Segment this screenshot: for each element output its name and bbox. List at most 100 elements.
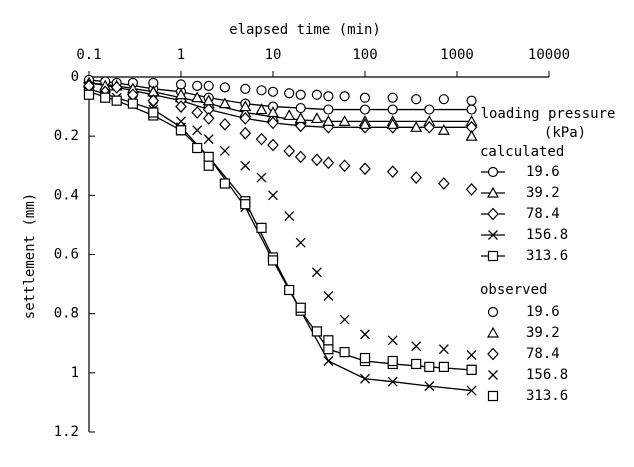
marker (191, 106, 204, 119)
x-tick-label: 10 (265, 47, 282, 63)
marker (411, 94, 422, 105)
x-tick-label: 1000 (440, 47, 474, 63)
marker (256, 85, 267, 96)
legend-label: 19.6 (526, 164, 560, 180)
marker (202, 94, 215, 106)
marker (323, 290, 334, 301)
marker (323, 356, 334, 366)
marker (338, 115, 351, 126)
legend-group-label: calculated (480, 144, 564, 160)
x-tick-label: 0.1 (76, 47, 101, 63)
marker (295, 102, 306, 114)
legend-marker (486, 186, 500, 198)
marker (294, 119, 307, 133)
legend-label: 313.6 (526, 248, 568, 264)
marker (424, 361, 435, 373)
marker (358, 118, 372, 129)
marker (148, 107, 159, 118)
marker (387, 104, 398, 115)
marker (438, 94, 449, 105)
marker (387, 335, 398, 346)
marker (466, 385, 477, 396)
marker (295, 89, 306, 100)
marker (438, 344, 449, 355)
marker (100, 92, 111, 103)
legend-marker (487, 250, 499, 262)
legend-marker (486, 326, 500, 338)
marker (465, 129, 478, 141)
legend-label: 39.2 (526, 325, 560, 341)
marker (219, 82, 230, 93)
marker (323, 344, 334, 355)
marker (127, 98, 138, 109)
marker (311, 89, 322, 100)
marker (219, 145, 230, 156)
marker (203, 151, 214, 162)
marker (294, 112, 307, 124)
marker (239, 112, 252, 125)
marker (268, 190, 278, 201)
y-tick-label: 0.8 (54, 306, 79, 322)
marker (339, 314, 350, 325)
marker (192, 142, 203, 154)
marker (437, 124, 450, 135)
marker (410, 121, 423, 132)
marker (359, 104, 371, 115)
marker (240, 83, 251, 94)
marker (83, 89, 95, 100)
marker (359, 92, 371, 103)
calculated-line (88, 82, 472, 128)
marker (359, 352, 371, 364)
marker (267, 138, 279, 152)
marker (175, 125, 187, 136)
calculated-line (88, 88, 472, 392)
marker (267, 116, 279, 130)
legend-marker (487, 306, 499, 318)
marker (322, 156, 335, 170)
marker (360, 329, 370, 340)
marker (339, 347, 350, 358)
marker (438, 361, 449, 373)
marker (283, 144, 296, 158)
x-tick-label: 100 (352, 47, 377, 63)
x-tick-label: 1 (177, 47, 185, 63)
y-axis-title: settlement (mm) (22, 193, 38, 319)
marker (339, 91, 350, 102)
marker (256, 222, 267, 233)
marker (360, 373, 370, 384)
marker (203, 134, 214, 145)
marker (411, 358, 422, 370)
y-tick-label: 1 (71, 365, 79, 381)
marker (255, 103, 268, 115)
marker (111, 95, 122, 106)
marker (438, 177, 450, 190)
marker (387, 355, 398, 367)
legend-label: 78.4 (526, 206, 560, 222)
calculated-line (88, 91, 472, 371)
marker (466, 104, 477, 115)
marker (386, 165, 399, 179)
legend-title: loading pressure (481, 106, 616, 122)
y-tick-label: 0 (71, 69, 79, 85)
marker (411, 341, 422, 352)
marker (423, 120, 436, 134)
marker (311, 326, 322, 337)
marker (240, 199, 251, 210)
x-axis-title: elapsed time (min) (229, 22, 381, 38)
marker (386, 118, 399, 129)
marker (284, 284, 295, 296)
marker (175, 79, 187, 90)
marker (239, 126, 252, 140)
legend-label: 39.2 (526, 185, 560, 201)
marker (192, 80, 203, 91)
marker (466, 95, 477, 106)
y-tick-label: 0.6 (54, 247, 79, 263)
marker (359, 162, 371, 176)
marker (219, 117, 231, 131)
marker (267, 86, 279, 97)
marker (338, 159, 351, 173)
marker (323, 91, 334, 102)
marker (466, 350, 477, 361)
marker (294, 150, 307, 164)
